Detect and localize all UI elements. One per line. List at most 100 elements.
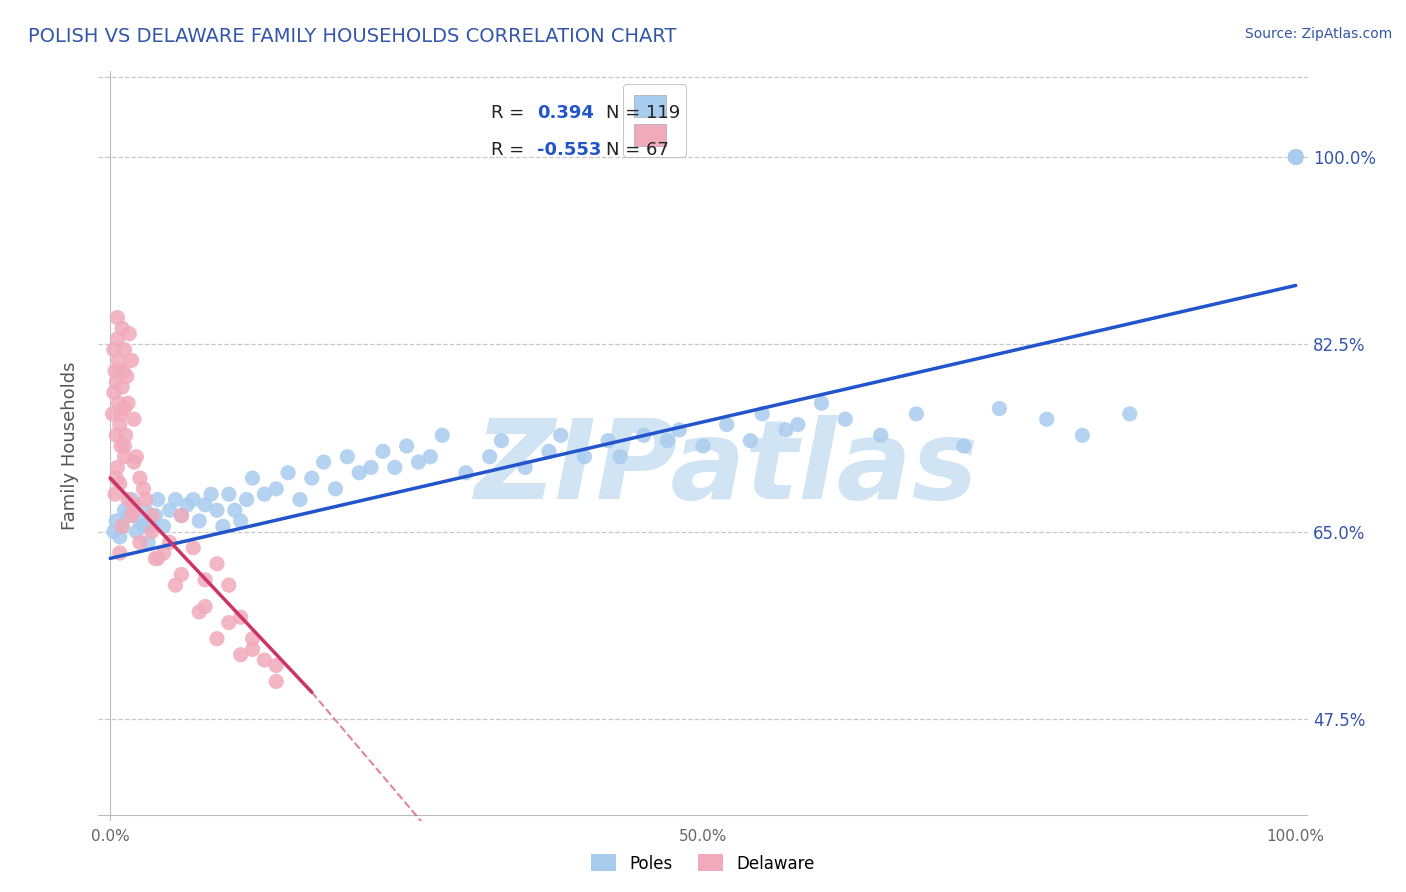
Point (218, 578, 240, 592)
Point (1285, 150, 1308, 164)
Point (115, 369, 138, 384)
Point (454, 466, 477, 480)
Point (229, 648, 252, 662)
Text: -0.553: -0.553 (537, 141, 602, 159)
Point (107, 353, 129, 368)
Y-axis label: Family Households: Family Households (60, 362, 79, 530)
Point (834, 412, 856, 426)
Point (395, 439, 418, 453)
Point (111, 380, 134, 394)
Point (515, 460, 537, 475)
Point (1285, 150, 1308, 164)
Point (609, 450, 631, 464)
Point (194, 498, 217, 512)
Point (152, 519, 174, 533)
Point (1285, 150, 1308, 164)
Point (108, 546, 131, 560)
Point (668, 423, 690, 437)
Point (101, 407, 124, 421)
Point (952, 439, 974, 453)
Point (692, 439, 714, 453)
Point (114, 428, 136, 442)
Point (1285, 150, 1308, 164)
Point (1285, 150, 1308, 164)
Point (107, 396, 129, 410)
Point (103, 524, 125, 539)
Point (108, 364, 131, 378)
Point (121, 508, 143, 523)
Point (103, 343, 125, 357)
Point (408, 455, 430, 469)
Point (1285, 150, 1308, 164)
Point (132, 482, 155, 496)
Point (574, 450, 596, 464)
Point (108, 417, 131, 432)
Point (122, 455, 145, 469)
Point (188, 605, 211, 619)
Point (242, 471, 264, 485)
Point (360, 460, 382, 475)
Point (1119, 407, 1142, 421)
Point (775, 423, 797, 437)
Point (212, 519, 235, 533)
Point (550, 428, 572, 442)
Point (1285, 150, 1308, 164)
Point (301, 471, 323, 485)
Point (118, 326, 141, 341)
Point (122, 498, 145, 512)
Point (132, 519, 155, 533)
Point (143, 508, 166, 523)
Point (384, 460, 406, 475)
Text: POLISH VS DELAWARE FAMILY HOUSEHOLDS CORRELATION CHART: POLISH VS DELAWARE FAMILY HOUSEHOLDS COR… (28, 27, 676, 45)
Point (129, 514, 152, 528)
Point (1285, 150, 1308, 164)
Point (146, 551, 169, 566)
Point (1285, 150, 1308, 164)
Point (111, 519, 134, 533)
Point (122, 412, 145, 426)
Point (141, 508, 163, 523)
Point (1285, 150, 1308, 164)
Point (205, 632, 228, 646)
Point (253, 487, 276, 501)
Point (218, 487, 240, 501)
Point (1285, 150, 1308, 164)
Point (170, 508, 193, 523)
Point (242, 632, 264, 646)
Point (347, 466, 370, 480)
Point (1285, 150, 1308, 164)
Point (136, 535, 159, 549)
Point (159, 535, 181, 549)
Point (114, 503, 136, 517)
Text: 0.394: 0.394 (537, 103, 595, 121)
Point (143, 551, 166, 566)
Point (159, 503, 181, 517)
Point (146, 492, 169, 507)
Point (176, 498, 198, 512)
Point (242, 642, 264, 657)
Point (205, 557, 228, 571)
Point (264, 482, 287, 496)
Point (432, 428, 454, 442)
Point (1285, 150, 1308, 164)
Point (1285, 150, 1308, 164)
Point (1071, 428, 1094, 442)
Point (537, 444, 560, 458)
Point (104, 487, 127, 501)
Point (111, 321, 134, 335)
Point (1285, 150, 1308, 164)
Point (110, 407, 132, 421)
Point (1285, 150, 1308, 164)
Point (1285, 150, 1308, 164)
Point (121, 353, 143, 368)
Point (277, 466, 299, 480)
Point (371, 444, 394, 458)
Point (129, 535, 152, 549)
Point (235, 492, 257, 507)
Point (1285, 150, 1308, 164)
Point (264, 674, 287, 689)
Point (1285, 150, 1308, 164)
Point (129, 471, 152, 485)
Point (1285, 150, 1308, 164)
Point (988, 401, 1011, 416)
